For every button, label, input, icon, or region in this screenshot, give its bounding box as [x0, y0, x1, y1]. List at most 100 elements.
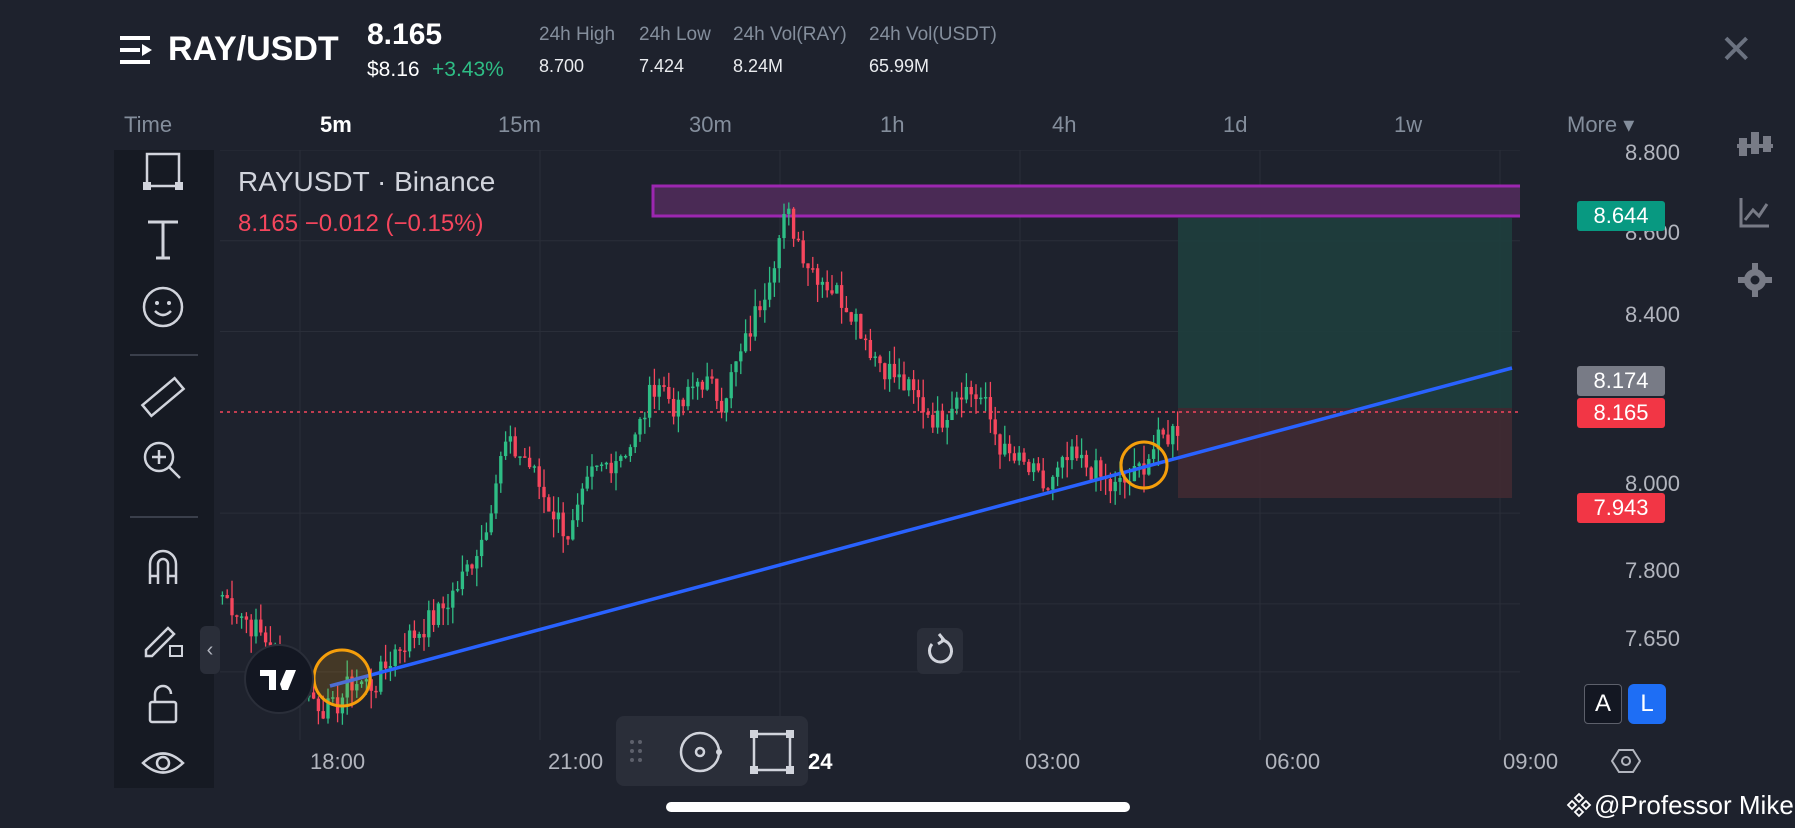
candle-body [801, 240, 805, 264]
chart-title: RAYUSDT · Binance [238, 166, 496, 197]
menu-icon[interactable] [120, 34, 154, 68]
gear-icon[interactable] [1737, 262, 1773, 298]
candle-body [643, 417, 647, 420]
drag-handle-icon[interactable] [628, 738, 644, 764]
draw-lock-icon[interactable] [138, 612, 188, 662]
candle-body [1065, 457, 1069, 461]
candle-body [355, 684, 359, 691]
candle-body [398, 649, 402, 651]
candle-body [239, 616, 244, 618]
settings-hex-icon[interactable] [1611, 746, 1641, 776]
candle-body [902, 374, 906, 391]
candle-body [772, 268, 777, 283]
candle-body [1046, 488, 1050, 490]
candle-body [235, 615, 239, 617]
candle-body [566, 536, 570, 540]
ruler-icon[interactable] [138, 372, 188, 422]
candle-body [599, 464, 604, 466]
time-label[interactable]: Time [124, 112, 173, 137]
candle-body [585, 476, 589, 489]
stat-value-high: 8.700 [539, 56, 585, 76]
candle-body [316, 698, 321, 712]
candle-body [839, 285, 844, 308]
candle-body [676, 399, 681, 417]
tab-1d[interactable]: 1d [1223, 112, 1248, 137]
collapse-toolbar-button[interactable]: ‹ [200, 626, 220, 674]
more-dropdown[interactable]: More ▾ [1567, 112, 1635, 137]
close-icon[interactable]: ✕ [1719, 28, 1753, 72]
x-tick: 03:00 [1025, 749, 1081, 774]
candle-body [734, 361, 738, 373]
candle-body [609, 462, 613, 474]
candle-body [883, 363, 887, 380]
indicators-icon[interactable] [1737, 128, 1773, 164]
tab-1w[interactable]: 1w [1394, 112, 1423, 137]
candle-body [1094, 460, 1098, 480]
highlight-circle-low [312, 648, 372, 708]
eye-icon[interactable] [138, 738, 188, 788]
text-tool-icon[interactable] [138, 214, 188, 264]
candle-body [580, 488, 585, 505]
reset-chart-button[interactable] [917, 628, 963, 674]
stat-value-vol-ray: 8.24M [733, 56, 784, 76]
candle-body [830, 290, 834, 294]
stat-value-low: 7.424 [639, 56, 685, 76]
candle-body [436, 603, 441, 625]
candle-body [1161, 429, 1165, 435]
candle-body [671, 398, 676, 417]
candle-body [825, 281, 829, 291]
candle-body [388, 665, 393, 669]
floating-drawing-bar[interactable] [616, 716, 808, 786]
symbol-title[interactable]: RAY/USDT [168, 30, 339, 68]
tab-30m[interactable]: 30m [689, 112, 732, 137]
price-tag-stop: 7.943 [1577, 493, 1665, 523]
zoom-in-icon[interactable] [138, 436, 188, 486]
price-chart[interactable] [220, 150, 1520, 740]
candle-body [417, 633, 421, 638]
candle-body [628, 447, 633, 456]
magnet-icon[interactable] [138, 542, 188, 592]
tab-15m[interactable]: 15m [498, 112, 541, 137]
chart-type-icon[interactable] [1737, 194, 1773, 230]
candle-body [897, 374, 901, 378]
candle-body [1123, 477, 1127, 483]
tab-1h[interactable]: 1h [880, 112, 905, 137]
candle-body [513, 436, 517, 457]
candle-body [542, 486, 546, 498]
tab-4h[interactable]: 4h [1052, 112, 1077, 137]
auto-scale-button[interactable]: A [1584, 684, 1622, 724]
candle-body [777, 238, 781, 269]
log-scale-button[interactable]: L [1628, 684, 1666, 724]
candle-body [849, 312, 853, 322]
candle-body [638, 418, 642, 435]
candle-body [1118, 477, 1122, 482]
candle-body [969, 386, 973, 395]
y-tick: 8.000 [1624, 471, 1680, 496]
watermark: @Professor Mike [1594, 790, 1794, 820]
candle-body [935, 410, 940, 428]
candle-body [647, 384, 652, 418]
tab-5m[interactable]: 5m [320, 112, 352, 137]
candle-body [1175, 426, 1180, 436]
home-indicator[interactable] [666, 802, 1130, 812]
drawing-toolbar [114, 150, 214, 788]
candle-body [1166, 434, 1170, 445]
rectangle-tool-icon[interactable] [138, 150, 188, 200]
price-tag-target: 8.644 [1577, 201, 1665, 231]
candle-body [374, 690, 378, 693]
candle-body [523, 456, 527, 458]
x-tick: 18:00 [310, 749, 366, 774]
candle-body [1099, 460, 1103, 477]
candle-body [907, 379, 911, 391]
candle-body [1171, 426, 1175, 445]
candle-body [931, 414, 935, 428]
candle-body [561, 512, 565, 537]
emoji-tool-icon[interactable] [138, 282, 188, 332]
cycle-tool-icon[interactable] [676, 728, 724, 776]
unlock-icon[interactable] [138, 680, 188, 730]
rectangle-select-icon[interactable] [748, 728, 796, 776]
candle-body [1113, 481, 1117, 492]
candle-body [311, 692, 316, 699]
candle-body [1084, 454, 1089, 468]
toolbar-divider [130, 516, 198, 518]
